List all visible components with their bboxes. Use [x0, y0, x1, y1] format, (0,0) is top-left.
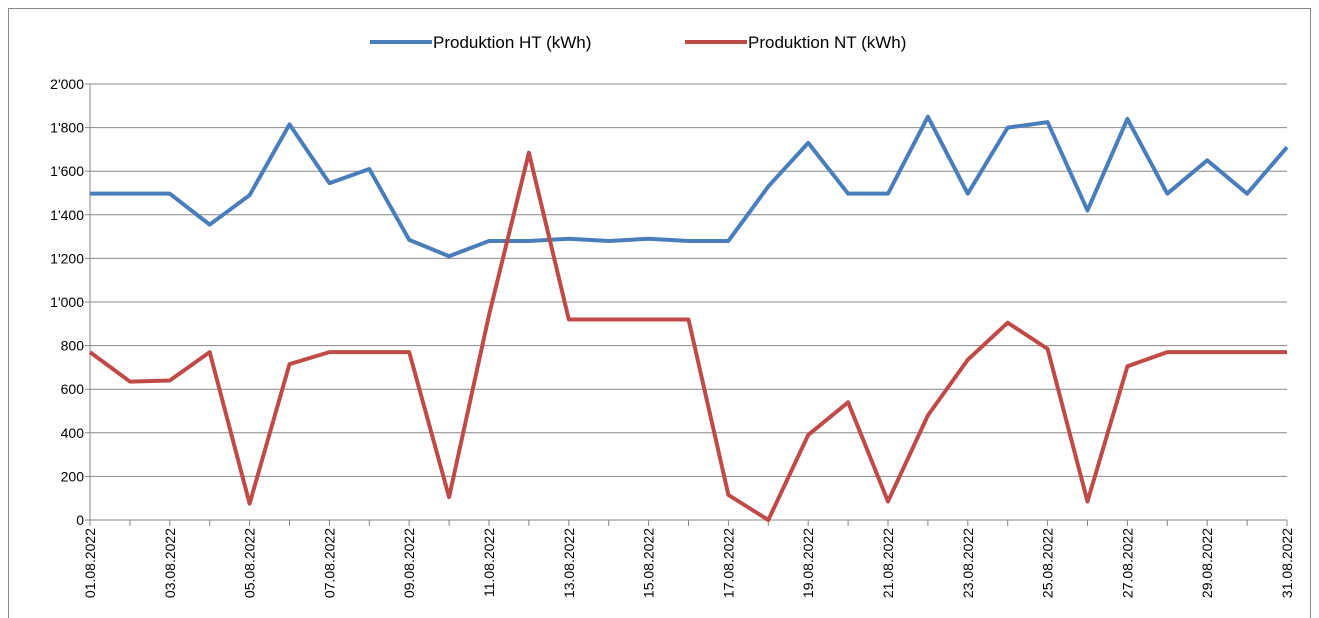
x-tick-label: 27.08.2022 [1119, 528, 1135, 598]
chart-frame [8, 8, 1311, 618]
legend-label: Produktion NT (kWh) [748, 33, 906, 52]
x-tick-label: 15.08.2022 [641, 528, 657, 598]
x-tick-label: 11.08.2022 [481, 528, 497, 597]
series-line [90, 114, 1289, 259]
series-line [88, 150, 1287, 522]
y-tick-label: 600 [61, 381, 85, 397]
y-tick-label: 0 [76, 512, 84, 528]
x-tick-label: 29.08.2022 [1199, 528, 1215, 598]
x-tick-label: 13.08.2022 [561, 528, 577, 598]
x-tick-label: 03.08.2022 [162, 528, 178, 598]
x-tick-label: 19.08.2022 [800, 528, 816, 598]
y-tick-label: 1'400 [50, 207, 84, 223]
y-tick-label: 1'000 [50, 294, 84, 310]
y-tick-label: 200 [61, 468, 85, 484]
x-tick-label: 17.08.2022 [720, 528, 736, 598]
y-tick-label: 1'200 [50, 250, 84, 266]
x-tick-label: 07.08.2022 [321, 528, 337, 598]
x-tick-label: 31.08.2022 [1279, 528, 1295, 598]
x-tick-label: 25.08.2022 [1040, 528, 1056, 598]
legend-label: Produktion HT (kWh) [433, 33, 591, 52]
x-tick-label: 05.08.2022 [242, 528, 258, 598]
y-tick-label: 1'600 [50, 163, 84, 179]
y-tick-label: 1'800 [50, 120, 84, 136]
y-tick-label: 800 [61, 338, 85, 354]
y-tick-label: 400 [61, 425, 85, 441]
x-tick-label: 09.08.2022 [401, 528, 417, 598]
x-tick-label: 23.08.2022 [960, 528, 976, 598]
x-tick-label: 21.08.2022 [880, 528, 896, 598]
x-tick-label: 01.08.2022 [82, 528, 98, 598]
y-tick-label: 2'000 [50, 76, 84, 92]
